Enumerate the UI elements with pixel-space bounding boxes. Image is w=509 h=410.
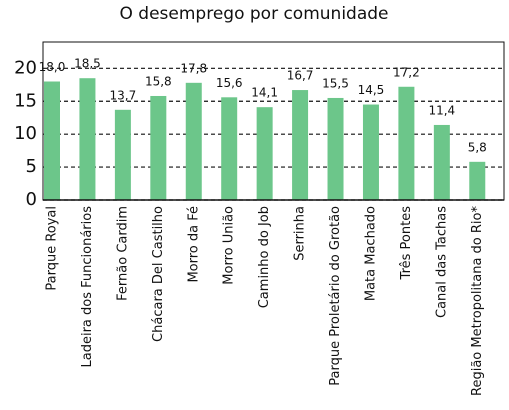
- bar: [114, 109, 131, 200]
- y-tick-label: 15: [14, 90, 37, 111]
- bar: [327, 97, 344, 200]
- bar: [292, 90, 309, 200]
- bar: [150, 95, 167, 200]
- x-tick-label: Caminho do Job: [257, 206, 272, 308]
- bar: [362, 104, 379, 200]
- chart-title: O desemprego por comunidade: [120, 4, 389, 24]
- value-label: 18,5: [74, 57, 101, 71]
- value-label: 15,8: [145, 74, 172, 88]
- bar: [79, 78, 96, 200]
- x-tick-label: Canal das Tachas: [434, 206, 449, 318]
- x-tick-label: Morro União: [222, 206, 237, 285]
- value-label: 15,5: [322, 76, 349, 90]
- x-tick-label: Mata Machado: [363, 206, 378, 301]
- x-tick-label: Três Pontes: [399, 206, 414, 281]
- y-tick-label: 20: [14, 57, 37, 78]
- bar: [469, 161, 486, 200]
- value-label: 14,1: [251, 86, 278, 100]
- bar: [44, 81, 60, 200]
- bar: [185, 82, 202, 200]
- x-tick-label: Parque Proletário do Grotão: [328, 206, 343, 386]
- value-label: 16,7: [287, 69, 314, 83]
- bar: [398, 86, 415, 200]
- x-tick-label: Parque Royal: [45, 206, 60, 291]
- value-label: 13,7: [110, 88, 137, 102]
- y-tick-label: 10: [14, 123, 37, 144]
- bar: [433, 124, 450, 200]
- x-tick-label: Serrinha: [293, 206, 308, 261]
- x-tick-label: Fernão Cardim: [115, 206, 130, 301]
- y-tick-label: 0: [26, 189, 37, 210]
- x-tick-label: Morro da Fé: [186, 206, 201, 283]
- value-label: 15,6: [216, 76, 243, 90]
- value-label: 11,4: [428, 103, 455, 117]
- bar: [256, 107, 273, 200]
- x-tick-label: Ladeira dos Funcionários: [80, 206, 95, 368]
- value-label: 17,2: [393, 65, 420, 79]
- value-label: 14,5: [358, 83, 385, 97]
- value-label: 5,8: [468, 140, 487, 154]
- value-label: 18,0: [39, 60, 66, 74]
- x-tick-label: Chácara Del Castilho: [151, 206, 166, 342]
- x-tick-label: Região Metropolitana do Rio*: [470, 206, 485, 396]
- value-label: 17,8: [180, 61, 207, 75]
- y-tick-label: 5: [26, 156, 37, 177]
- bar: [221, 97, 238, 200]
